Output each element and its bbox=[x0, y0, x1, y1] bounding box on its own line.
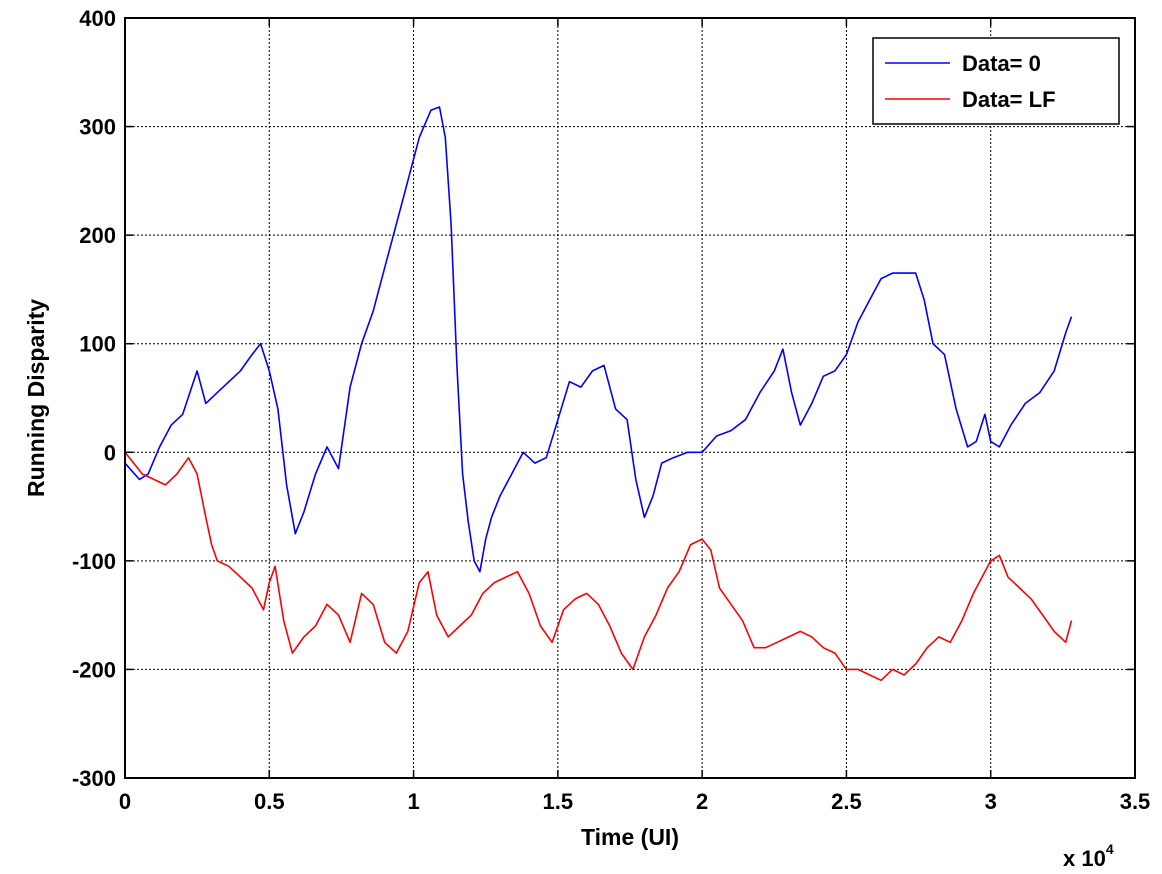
y-tick-label: 0 bbox=[104, 440, 116, 465]
x-tick-label: 0.5 bbox=[254, 789, 285, 814]
x-axis-label: Time (UI) bbox=[581, 824, 679, 850]
legend: Data= 0 Data= LF bbox=[872, 37, 1120, 125]
x-axis-multiplier-base: x 10 bbox=[1063, 846, 1106, 871]
y-tick-label: -200 bbox=[72, 657, 116, 682]
plot-frame bbox=[124, 17, 1136, 779]
series-line-data-0 bbox=[124, 106, 1073, 573]
x-axis-multiplier: x 104 bbox=[1063, 841, 1114, 871]
legend-label-data-lf: Data= LF bbox=[962, 87, 1056, 112]
y-axis-label: Running Disparity bbox=[23, 299, 49, 497]
y-tick-label: 100 bbox=[79, 332, 116, 357]
x-tick-label: 2 bbox=[696, 789, 708, 814]
x-tick-label: 3 bbox=[985, 789, 997, 814]
legend-label-data-0: Data= 0 bbox=[962, 51, 1041, 76]
x-axis-multiplier-exponent: 4 bbox=[1106, 841, 1114, 857]
x-tick-label: 3.5 bbox=[1120, 789, 1151, 814]
x-tick-label: 0 bbox=[119, 789, 131, 814]
axis-ticks: 0 0.5 1 1.5 2 2.5 3 3.5 -300 -200 -100 0 100 200 300 40… bbox=[72, 6, 1150, 814]
series-line-data-lf bbox=[124, 451, 1073, 682]
y-tick-label: -300 bbox=[72, 766, 116, 791]
series-lines bbox=[124, 106, 1073, 682]
y-tick-label: -100 bbox=[72, 549, 116, 574]
y-tick-label: 400 bbox=[79, 6, 116, 31]
x-tick-label: 1 bbox=[407, 789, 419, 814]
y-tick-label: 300 bbox=[79, 115, 116, 140]
grid bbox=[125, 18, 1135, 778]
x-tick-label: 1.5 bbox=[543, 789, 574, 814]
legend-box bbox=[872, 37, 1120, 125]
x-tick-label: 2.5 bbox=[831, 789, 862, 814]
y-tick-label: 200 bbox=[79, 223, 116, 248]
